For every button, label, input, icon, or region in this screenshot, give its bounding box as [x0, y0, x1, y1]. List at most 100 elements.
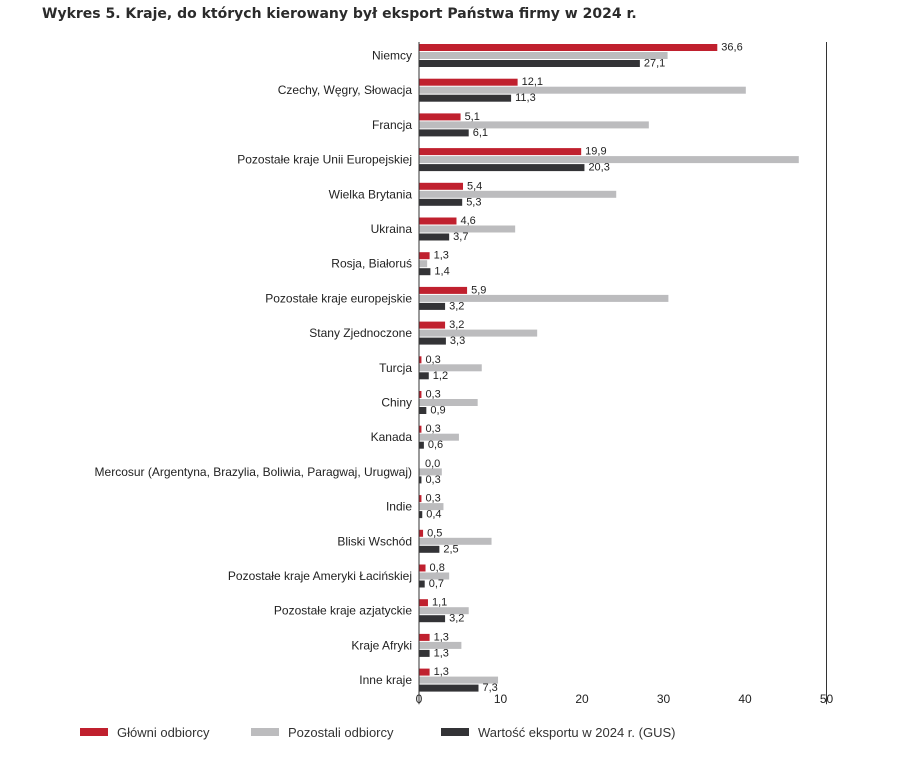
data-label: 5,9	[471, 284, 486, 296]
bar-glowni	[419, 633, 430, 641]
bar-glowni	[419, 356, 422, 364]
bar-pozostali	[419, 225, 516, 233]
bar-glowni	[419, 599, 428, 607]
data-label: 0,5	[427, 527, 442, 539]
bar-pozostali	[419, 260, 428, 268]
bar-gus	[419, 545, 440, 553]
data-label: 1,3	[434, 647, 449, 659]
bar-glowni	[419, 252, 430, 260]
bar-pozostali	[419, 468, 442, 476]
category-label: Chiny	[381, 396, 412, 410]
bar-glowni	[419, 391, 422, 398]
data-label: 3,2	[449, 613, 464, 625]
data-label: 5,1	[465, 111, 480, 123]
bar-gus	[419, 198, 463, 206]
bar-pozostali	[419, 156, 799, 164]
category-label: Francja	[372, 118, 412, 132]
bar-gus	[419, 337, 446, 345]
bar-gus	[419, 511, 423, 519]
category-label: Rosja, Białoruś	[331, 257, 412, 271]
data-label: 3,2	[449, 300, 464, 312]
bar-gus	[419, 268, 431, 276]
category-label: Pozostałe kraje europejskie	[265, 291, 412, 305]
bar-gus	[419, 649, 430, 657]
legend-swatch-glowni	[80, 728, 108, 736]
bar-gus	[419, 580, 425, 588]
bar-gus	[419, 302, 446, 310]
legend-label-gus: Wartość eksportu w 2024 r. (GUS)	[478, 724, 676, 740]
bar-gus	[419, 94, 512, 102]
category-label: Czechy, Węgry, Słowacja	[278, 83, 413, 97]
bar-pozostali	[419, 399, 478, 406]
bar-pozostali	[419, 52, 668, 59]
data-label: 0,8	[430, 562, 445, 574]
bar-pozostali	[419, 121, 649, 129]
data-label: 0,4	[426, 509, 441, 521]
bar-glowni	[419, 668, 430, 676]
bar-glowni	[419, 529, 424, 537]
legend-item-pozostali: Pozostali odbiorcy	[251, 722, 394, 742]
category-label: Mercosur (Argentyna, Brazylia, Boliwia, …	[95, 465, 412, 479]
bar-pozostali	[419, 329, 538, 337]
data-label: 1,3	[434, 250, 449, 262]
data-label: 6,1	[473, 127, 488, 139]
data-label: 19,9	[585, 146, 606, 158]
data-label: 11,3	[515, 92, 536, 104]
bar-gus	[419, 476, 422, 484]
data-label: 20,3	[588, 162, 609, 174]
legend-item-glowni: Główni odbiorcy	[80, 722, 210, 742]
bar-pozostali	[419, 86, 746, 94]
bar-glowni	[419, 321, 446, 329]
bar-glowni	[419, 286, 468, 294]
bar-glowni	[419, 425, 422, 433]
bar-glowni	[419, 78, 518, 86]
bars-layer	[419, 44, 799, 692]
chart-title: Wykres 5. Kraje, do których kierowany by…	[42, 6, 637, 22]
category-label: Kraje Afryki	[351, 638, 412, 652]
bar-gus	[419, 684, 479, 692]
bar-glowni	[419, 495, 422, 503]
x-tick-label: 10	[494, 692, 508, 706]
data-label: 0,3	[425, 389, 440, 401]
legend-swatch-pozostali	[251, 728, 279, 736]
x-tick-label: 0	[416, 692, 423, 706]
data-label: 0,9	[430, 405, 445, 417]
data-label: 3,3	[450, 335, 465, 347]
bar-gus	[419, 615, 446, 623]
data-label: 0,3	[425, 474, 440, 486]
bar-pozostali	[419, 537, 492, 545]
bar-glowni	[419, 113, 461, 121]
bar-pozostali	[419, 676, 499, 684]
category-label: Indie	[386, 500, 412, 514]
category-label: Kanada	[371, 430, 413, 444]
category-label: Pozostałe kraje Ameryki Łacińskiej	[228, 569, 412, 583]
bar-pozostali	[419, 503, 444, 511]
category-label: Niemcy	[372, 49, 412, 63]
category-label: Turcja	[379, 361, 412, 375]
category-label: Ukraina	[371, 222, 413, 236]
bar-gus	[419, 129, 469, 137]
data-label: 5,3	[466, 196, 481, 208]
category-label: Wielka Brytania	[329, 187, 413, 201]
data-label: 4,6	[460, 215, 475, 227]
legend-swatch-gus	[441, 728, 469, 736]
category-label: Bliski Wschód	[337, 534, 412, 548]
data-label: 0,3	[425, 493, 440, 505]
bar-glowni	[419, 44, 718, 51]
data-label: 5,4	[467, 180, 482, 192]
data-label: 2,5	[443, 543, 458, 555]
bar-glowni	[419, 217, 457, 225]
data-label: 0,6	[428, 439, 443, 451]
x-tick-label: 40	[738, 692, 752, 706]
data-label: 12,1	[522, 76, 543, 88]
bar-gus	[419, 372, 429, 380]
bar-gus	[419, 441, 424, 449]
x-tick-label: 20	[575, 692, 589, 706]
bar-glowni	[419, 564, 426, 572]
category-label: Inne kraje	[359, 673, 412, 687]
bar-pozostali	[419, 433, 459, 441]
bar-gus	[419, 60, 640, 67]
bar-pozostali	[419, 364, 482, 372]
x-axis: 0 10 20 30 40 50	[416, 42, 833, 706]
